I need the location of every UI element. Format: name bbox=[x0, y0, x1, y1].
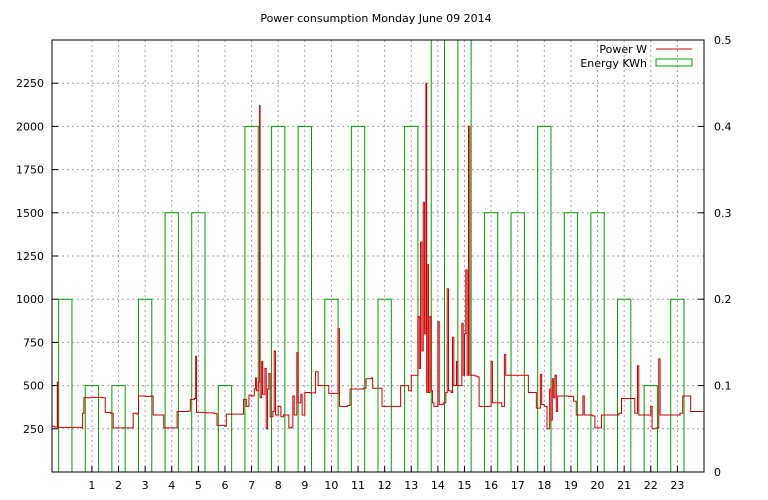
y2-tick-label: 0.4 bbox=[714, 120, 732, 133]
y-tick-label: 750 bbox=[23, 336, 44, 349]
energy-bar bbox=[510, 212, 525, 472]
energy-bar bbox=[164, 212, 179, 472]
energy-bars bbox=[58, 39, 685, 472]
y-tick-label: 1750 bbox=[16, 164, 44, 177]
power-line bbox=[52, 82, 705, 430]
x-tick-label: 18 bbox=[537, 479, 551, 492]
x-tick-label: 10 bbox=[324, 479, 338, 492]
energy-bar bbox=[643, 385, 658, 472]
y-tick-label: 1000 bbox=[16, 293, 44, 306]
y-tick-label: 250 bbox=[23, 423, 44, 436]
x-tick-label: 17 bbox=[511, 479, 525, 492]
x-tick-label: 16 bbox=[484, 479, 498, 492]
energy-bar bbox=[590, 212, 605, 472]
legend-label-power: Power W bbox=[599, 43, 647, 56]
y2-tick-label: 0.3 bbox=[714, 207, 732, 220]
x-tick-label: 12 bbox=[378, 479, 392, 492]
energy-bar bbox=[404, 125, 419, 472]
energy-bar bbox=[377, 298, 392, 472]
energy-bar bbox=[191, 212, 206, 472]
legend-swatch-energy bbox=[655, 58, 693, 67]
energy-bar bbox=[670, 298, 685, 472]
y-tick-label: 2000 bbox=[16, 120, 44, 133]
x-tick-label: 8 bbox=[275, 479, 282, 492]
y-tick-label: 1250 bbox=[16, 250, 44, 263]
x-tick-label: 14 bbox=[431, 479, 445, 492]
energy-bar bbox=[537, 125, 552, 472]
x-tick-label: 5 bbox=[195, 479, 202, 492]
x-tick-label: 6 bbox=[221, 479, 228, 492]
y2-tick-label: 0.5 bbox=[714, 34, 732, 47]
legend-label-energy: Energy KWh bbox=[580, 57, 647, 70]
energy-bar bbox=[617, 298, 632, 472]
energy-bar bbox=[271, 125, 286, 472]
x-tick-label: 22 bbox=[644, 479, 658, 492]
x-tick-label: 21 bbox=[617, 479, 631, 492]
x-tick-label: 19 bbox=[564, 479, 578, 492]
y2-tick-label: 0 bbox=[714, 466, 721, 479]
energy-bar bbox=[58, 298, 73, 472]
x-tick-label: 11 bbox=[351, 479, 365, 492]
grid-lines bbox=[52, 40, 704, 472]
x-tick-label: 2 bbox=[115, 479, 122, 492]
energy-bar bbox=[483, 212, 499, 472]
energy-bar bbox=[563, 212, 579, 472]
x-tick-label: 3 bbox=[142, 479, 149, 492]
x-tick-label: 20 bbox=[591, 479, 605, 492]
x-tick-label: 15 bbox=[457, 479, 471, 492]
energy-bar bbox=[244, 125, 259, 472]
energy-bar bbox=[111, 385, 126, 472]
energy-bar bbox=[84, 385, 100, 472]
x-tick-label: 23 bbox=[670, 479, 684, 492]
chart-title: Power consumption Monday June 09 2014 bbox=[260, 12, 491, 25]
power-line-group bbox=[52, 82, 705, 430]
energy-bar bbox=[137, 298, 153, 472]
y2-tick-label: 0.2 bbox=[714, 293, 732, 306]
x-tick-label: 1 bbox=[88, 479, 95, 492]
y-tick-label: 500 bbox=[23, 380, 44, 393]
energy-bar bbox=[297, 125, 312, 472]
y-tick-label: 2250 bbox=[16, 77, 44, 90]
energy-bar bbox=[217, 385, 233, 472]
y-tick-label: 1500 bbox=[16, 207, 44, 220]
x-tick-label: 4 bbox=[168, 479, 175, 492]
x-tick-label: 7 bbox=[248, 479, 255, 492]
x-tick-label: 13 bbox=[404, 479, 418, 492]
x-tick-label: 9 bbox=[301, 479, 308, 492]
y2-tick-label: 0.1 bbox=[714, 380, 732, 393]
energy-bar bbox=[350, 125, 366, 472]
